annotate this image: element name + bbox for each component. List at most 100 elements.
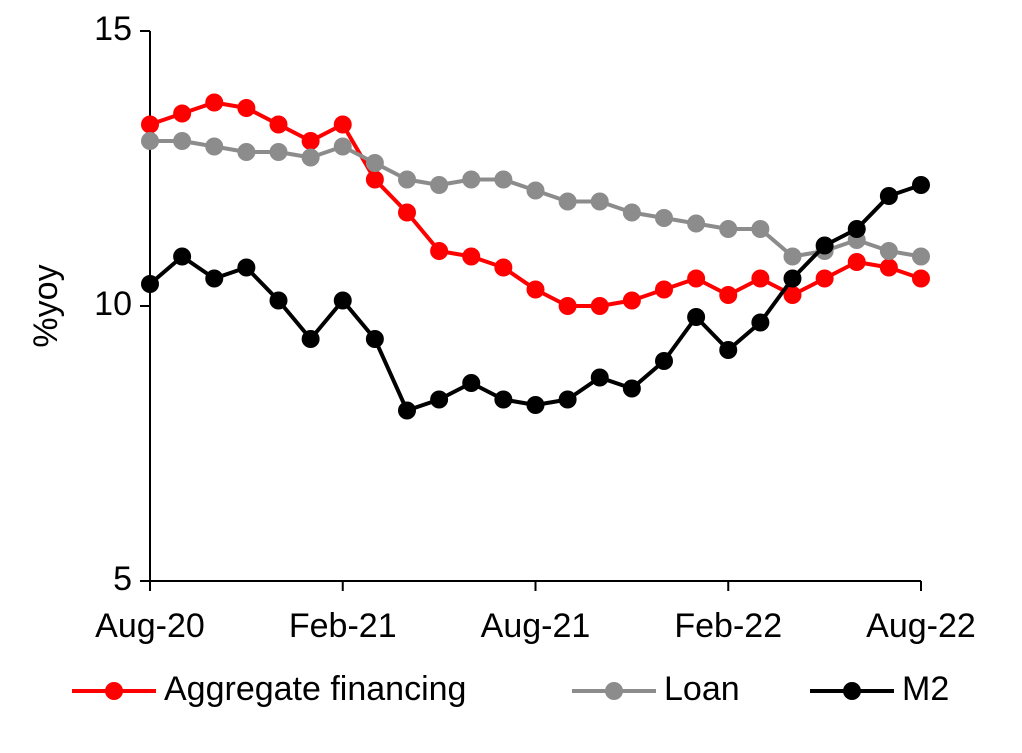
data-point <box>783 269 802 288</box>
x-tick-label: Aug-21 <box>481 607 591 645</box>
data-point <box>879 242 898 260</box>
data-point <box>847 220 866 238</box>
data-point <box>687 269 706 288</box>
x-tick-label: Aug-20 <box>95 607 205 645</box>
data-point <box>783 247 802 266</box>
data-point <box>719 341 738 359</box>
data-point <box>430 176 449 194</box>
legend: Aggregate financing Loan M2 <box>72 670 949 708</box>
data-point <box>301 132 320 150</box>
series-loan <box>141 132 930 266</box>
data-point <box>558 390 577 409</box>
legend-item: Aggregate financing <box>72 670 466 708</box>
data-point <box>526 280 545 299</box>
x-tick-label: Aug-22 <box>866 607 976 645</box>
data-point <box>237 99 256 117</box>
data-point <box>494 170 513 189</box>
data-point <box>333 115 352 134</box>
data-point <box>526 181 545 200</box>
data-point <box>590 192 609 211</box>
data-point <box>301 148 320 167</box>
data-point <box>719 286 738 304</box>
data-point <box>655 280 673 299</box>
y-tick-label: 5 <box>113 560 132 598</box>
data-point <box>269 143 288 161</box>
data-point <box>655 209 673 227</box>
x-tick-label: Feb-22 <box>674 607 782 645</box>
data-point <box>751 313 770 332</box>
data-point <box>333 137 352 156</box>
data-point <box>269 115 288 134</box>
data-point <box>590 297 609 315</box>
data-point <box>751 269 770 288</box>
data-point <box>173 132 192 150</box>
legend-label: Aggregate financing <box>164 670 466 708</box>
data-point <box>879 187 898 205</box>
legend-label: Loan <box>664 670 740 708</box>
y-axis-title: %yoy <box>27 264 65 347</box>
data-point <box>912 269 930 288</box>
data-point <box>365 330 384 348</box>
y-tick-label: 15 <box>94 10 132 48</box>
data-point <box>398 170 416 189</box>
data-point <box>494 390 513 409</box>
legend-item: Loan <box>572 670 740 708</box>
data-point <box>462 247 481 266</box>
data-point <box>398 203 416 222</box>
data-point <box>622 379 641 398</box>
data-point <box>687 308 706 326</box>
data-point <box>205 269 224 288</box>
data-point <box>655 352 673 370</box>
data-point <box>398 401 416 420</box>
x-ticks: Aug-20 Feb-21 Aug-21 Feb-22 Aug-22 <box>95 581 976 645</box>
data-point <box>462 374 481 392</box>
legend-label: M2 <box>902 670 949 708</box>
y-ticks: 5 10 15 <box>94 10 150 598</box>
data-point <box>687 214 706 233</box>
data-point <box>237 143 256 161</box>
data-point <box>815 236 834 255</box>
data-point <box>173 247 192 266</box>
data-point <box>462 170 481 189</box>
data-point <box>879 258 898 277</box>
data-point <box>173 104 192 123</box>
data-point <box>783 286 802 304</box>
y-axis: 5 10 15 %yoy <box>27 10 151 598</box>
series-m2 <box>141 176 930 420</box>
data-point <box>622 203 641 222</box>
data-point <box>333 291 352 310</box>
data-point <box>430 390 449 409</box>
data-point <box>912 247 930 266</box>
y-tick-label: 10 <box>94 285 132 323</box>
data-point <box>751 220 770 238</box>
data-point <box>558 192 577 211</box>
data-point <box>141 115 159 134</box>
data-point <box>719 220 738 238</box>
legend-swatch-marker <box>605 682 623 700</box>
data-point <box>494 258 513 277</box>
data-point <box>622 291 641 310</box>
data-point <box>526 396 545 414</box>
data-point <box>912 176 930 194</box>
data-point <box>141 132 159 150</box>
data-point <box>205 93 224 112</box>
data-point <box>301 330 320 348</box>
data-point <box>815 269 834 288</box>
series-aggregate-financing <box>141 93 930 315</box>
data-point <box>237 258 256 277</box>
series-layer <box>141 93 930 420</box>
data-point <box>365 154 384 172</box>
data-point <box>590 368 609 387</box>
data-point <box>269 291 288 310</box>
data-point <box>558 297 577 315</box>
data-point <box>141 275 159 293</box>
data-point <box>365 170 384 189</box>
legend-item: M2 <box>810 670 949 708</box>
data-point <box>205 137 224 156</box>
x-axis: Aug-20 Feb-21 Aug-21 Feb-22 Aug-22 <box>95 580 976 645</box>
legend-swatch-marker <box>105 682 123 700</box>
data-point <box>847 253 866 271</box>
legend-swatch-marker <box>843 682 861 700</box>
series-line <box>149 100 922 308</box>
